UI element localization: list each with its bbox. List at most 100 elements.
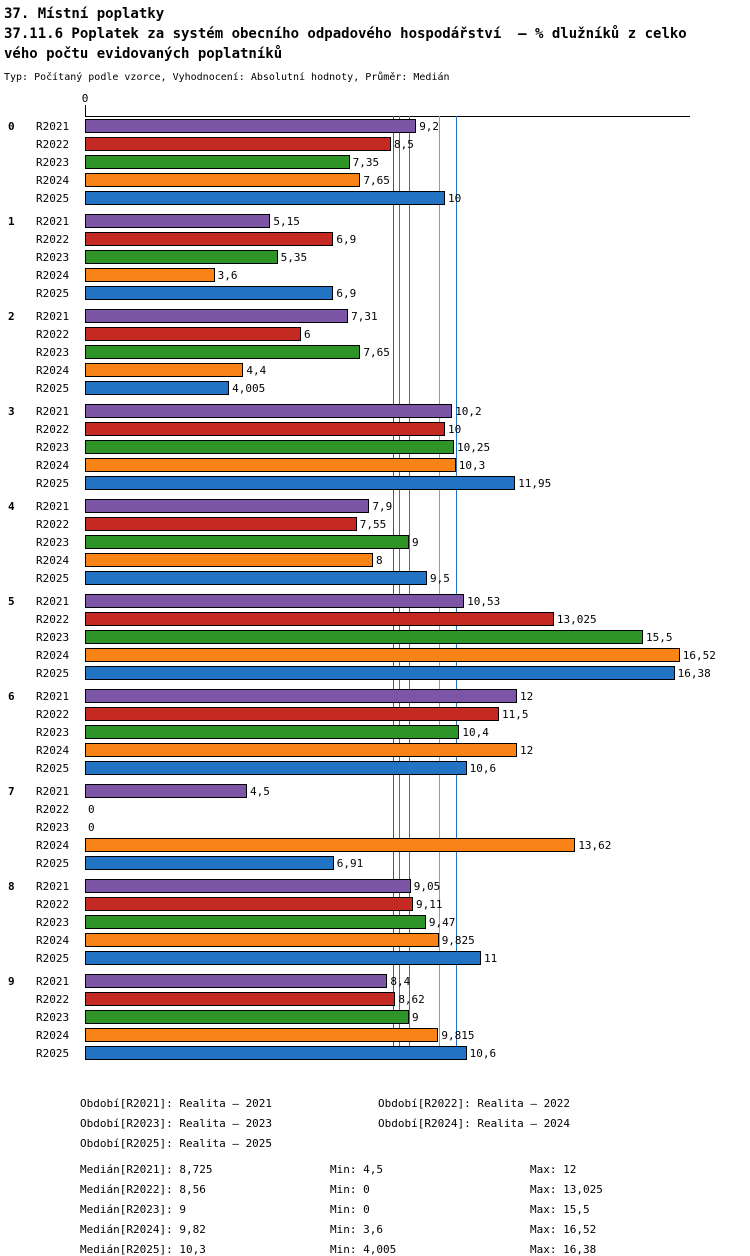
series-label: R2022	[36, 897, 70, 911]
value-label: 9	[412, 535, 419, 549]
value-label: 10,53	[467, 594, 501, 608]
bar-area: 3,6	[85, 268, 750, 282]
value-label: 16,38	[677, 666, 711, 680]
bar-area: 5,35	[85, 250, 750, 264]
value-label: 13,62	[578, 838, 612, 852]
category-label: 7	[8, 784, 15, 798]
bar-row: R2025 11	[0, 949, 750, 967]
bar-row: R2023 15,5	[0, 628, 750, 646]
bar-area: 10,4	[85, 725, 750, 739]
series-label: R2022	[36, 802, 70, 816]
bar-area: 8,4	[85, 974, 750, 988]
bar-area: 11,95	[85, 476, 750, 490]
category-label: 2	[8, 309, 15, 323]
axis-origin-tick	[85, 105, 86, 116]
bar-r2021	[85, 784, 247, 798]
series-label: R2024	[36, 553, 70, 567]
period-label-r2024: Období[R2024]: Realita – 2024	[378, 1117, 571, 1130]
bar-r2021	[85, 404, 453, 418]
bar-r2021	[85, 214, 271, 228]
bar-r2022	[85, 897, 413, 911]
bar-r2023	[85, 1010, 409, 1024]
bar-row: R2023 7,65	[0, 343, 750, 361]
bar-r2025	[85, 666, 675, 680]
bar-r2022	[85, 232, 334, 246]
bar-row: R2022 6,9	[0, 230, 750, 248]
value-label: 10,2	[455, 404, 482, 418]
bar-area: 9,47	[85, 915, 750, 929]
median-line-r2023	[409, 116, 410, 1058]
bar-area: 10,6	[85, 1046, 750, 1060]
value-label: 0	[88, 820, 95, 834]
value-label: 10,3	[458, 458, 486, 472]
bar-row: 6 R2021 12	[0, 687, 750, 705]
value-label: 8,5	[394, 137, 414, 151]
series-label: R2025	[36, 1046, 70, 1060]
bar-area: 16,38	[85, 666, 750, 680]
bar-area: 10,3	[85, 458, 750, 472]
bar-r2024	[85, 363, 244, 377]
series-label: R2022	[36, 137, 70, 151]
value-label: 9,815	[441, 1028, 475, 1042]
bar-area: 0	[85, 821, 750, 834]
category-label: 9	[8, 974, 15, 988]
bar-area: 4,5	[85, 784, 750, 798]
bar-area: 9,2	[85, 119, 750, 133]
max-label-r2021: Max: 12	[530, 1163, 577, 1176]
value-label: 6,91	[336, 856, 364, 870]
bar-r2022	[85, 137, 391, 151]
min-label-r2024: Min: 3,6	[330, 1223, 383, 1236]
bar-r2024	[85, 933, 439, 947]
bar-area: 10,53	[85, 594, 750, 608]
bar-r2021	[85, 119, 417, 133]
bar-row: R2023 10,25	[0, 438, 750, 456]
value-label: 16,52	[682, 648, 716, 662]
bar-group-8: 8 R2021 9,05 R2022 9,11 R2023 9,47 R2024 9,825 R2…	[0, 877, 750, 967]
bar-chart: 0 0 R2021 9,2 R2022 8,5 R2023 7,35 R2024 7,65 R20…	[0, 93, 750, 1071]
series-label: R2022	[36, 517, 70, 531]
bar-area: 6	[85, 327, 750, 341]
series-label: R2022	[36, 992, 70, 1006]
value-label: 10,25	[457, 440, 491, 454]
bar-row: R2022 13,025	[0, 610, 750, 628]
series-label: R2025	[36, 571, 70, 585]
series-label: R2023	[36, 1010, 70, 1024]
bar-area: 10	[85, 191, 750, 205]
series-label: R2025	[36, 666, 70, 680]
series-label: R2025	[36, 761, 70, 775]
median-line-r2021	[399, 116, 401, 1058]
category-label: 8	[8, 879, 15, 893]
series-label: R2025	[36, 191, 70, 205]
bar-row: R2022 8,62	[0, 990, 750, 1008]
bar-area: 9,825	[85, 933, 750, 947]
bar-row: R2022 0	[0, 800, 750, 818]
bar-area: 10,25	[85, 440, 750, 454]
series-label: R2022	[36, 327, 70, 341]
bar-row: 9 R2021 8,4	[0, 972, 750, 990]
value-label: 7,55	[359, 517, 387, 531]
bar-row: 1 R2021 5,15	[0, 212, 750, 230]
category-label: 1	[8, 214, 15, 228]
bar-r2023	[85, 725, 460, 739]
bar-area: 9	[85, 535, 750, 549]
series-label: R2022	[36, 707, 70, 721]
bar-area: 7,35	[85, 155, 750, 169]
value-label: 6	[304, 327, 311, 341]
series-label: R2024	[36, 838, 70, 852]
bar-r2023	[85, 155, 350, 169]
bar-row: R2025 9,5	[0, 569, 750, 587]
series-label: R2023	[36, 345, 70, 359]
bar-r2024	[85, 743, 517, 757]
report-subtitle-line1: 37.11.6 Poplatek za systém obecního odpa…	[4, 26, 687, 42]
series-label: R2025	[36, 856, 70, 870]
bar-row: R2023 9,47	[0, 913, 750, 931]
report-title: 37. Místní poplatky	[4, 6, 165, 22]
bar-r2025	[85, 856, 334, 870]
bar-r2024	[85, 1028, 439, 1042]
bar-row: R2024 13,62	[0, 836, 750, 854]
value-label: 7,31	[351, 309, 378, 323]
category-label: 5	[8, 594, 15, 608]
bar-row: R2023 9	[0, 1008, 750, 1026]
series-label: R2024	[36, 743, 70, 757]
